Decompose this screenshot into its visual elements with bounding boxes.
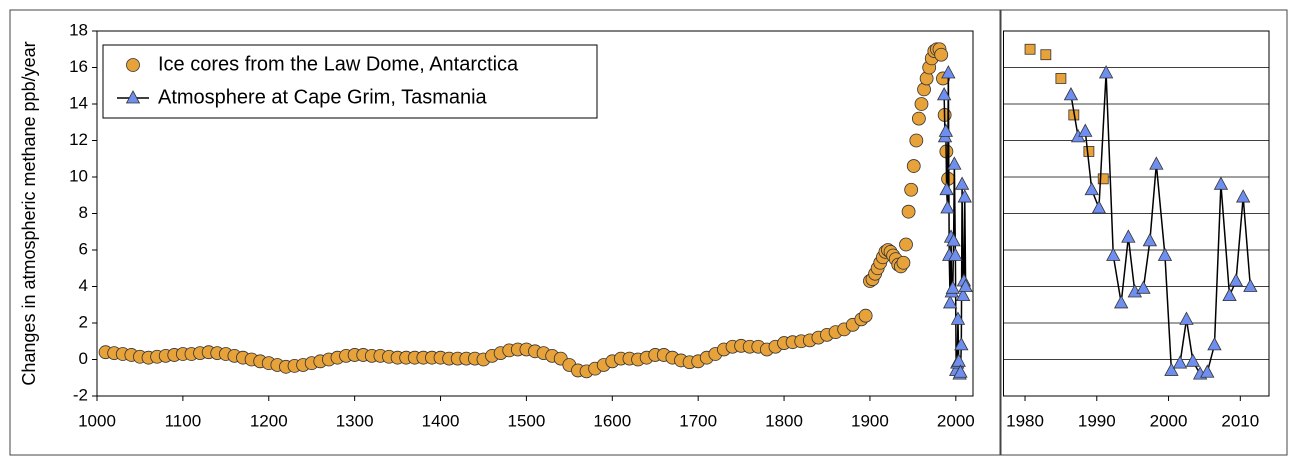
data-point: [1228, 273, 1244, 287]
data-point: [901, 204, 916, 219]
data-point: [948, 247, 963, 261]
data-point: [947, 156, 962, 170]
panel-border: [9, 9, 1001, 456]
legend-marker: [125, 90, 141, 104]
data-point: [1084, 181, 1099, 196]
data-point: [1091, 200, 1107, 214]
series-line: [943, 72, 967, 378]
data-point: [1207, 337, 1222, 351]
x-tick-label: 1600: [593, 411, 631, 430]
data-point: [1106, 247, 1121, 261]
series-line: [1070, 72, 1252, 375]
x-tick-label: 1700: [679, 411, 717, 430]
x-tick-label: 1200: [250, 411, 288, 430]
data-point: [1078, 123, 1093, 137]
data-point: [939, 181, 954, 196]
x-tick-label: 2000: [1150, 411, 1188, 430]
plot-area: [98, 42, 973, 380]
data-point: [1142, 233, 1158, 247]
y-tick-label: 18: [69, 20, 88, 39]
data-point: [1200, 364, 1215, 378]
data-point: [1185, 353, 1201, 367]
data-point: [955, 287, 971, 302]
data-point: [958, 278, 973, 292]
legend-box: [102, 44, 598, 119]
legend-marker: [126, 58, 140, 72]
y-tick-label: 2: [79, 312, 88, 331]
data-point: [906, 159, 921, 173]
data-point: [1097, 173, 1109, 185]
data-point: [936, 87, 952, 101]
y-tick-label: 14: [69, 93, 88, 112]
data-point: [1121, 229, 1136, 243]
y-tick-label: 0: [79, 349, 88, 368]
data-point: [914, 97, 929, 111]
data-point: [911, 111, 926, 126]
x-tick-label: 1100: [165, 411, 202, 430]
data-point: [858, 308, 873, 323]
data-point: [946, 233, 961, 247]
data-point: [941, 65, 956, 79]
x-tick-label: 2000: [937, 411, 975, 430]
data-point: [950, 311, 966, 325]
data-point: [1024, 43, 1036, 55]
panel-border: [1000, 9, 1288, 456]
x-tick-label: 1500: [507, 411, 545, 430]
data-point: [942, 295, 958, 309]
x-tick-label: 1900: [851, 411, 889, 430]
y-tick-label: -2: [73, 385, 88, 404]
legend-label: Ice cores from the Law Dome, Antarctica: [158, 53, 519, 75]
data-point: [940, 200, 955, 214]
x-tick-label: 1400: [422, 411, 460, 430]
data-point: [1083, 146, 1095, 157]
y-tick-label: 6: [79, 239, 88, 258]
data-point: [1235, 189, 1251, 203]
data-point: [945, 280, 960, 294]
data-point: [1055, 73, 1067, 84]
data-point: [1213, 176, 1229, 190]
data-point: [1063, 87, 1079, 101]
x-tick-label: 2010: [1221, 411, 1259, 430]
y-tick-label: 4: [79, 276, 88, 295]
legend-label: Atmosphere at Cape Grim, Tasmania: [158, 86, 488, 108]
data-point: [1243, 278, 1258, 292]
data-point: [1040, 49, 1052, 61]
y-tick-label: 12: [69, 130, 88, 149]
data-point: [1114, 295, 1129, 309]
data-point: [904, 182, 919, 197]
x-tick-label: 1000: [78, 411, 116, 430]
y-tick-label: 8: [79, 203, 88, 222]
data-point: [938, 123, 954, 137]
x-tick-label: 1990: [1078, 411, 1116, 430]
data-point: [1172, 355, 1188, 369]
data-point: [957, 189, 972, 203]
data-point: [1149, 156, 1164, 170]
data-point: [909, 133, 924, 148]
data-point: [954, 337, 969, 351]
y-tick-label: 10: [69, 166, 88, 185]
y-tick-label: 16: [69, 57, 88, 76]
data-point: [896, 255, 911, 270]
x-tick-label: 1800: [765, 411, 803, 430]
plot-area: [1024, 43, 1258, 380]
data-point: [1098, 65, 1114, 79]
x-tick-label: 1980: [1006, 411, 1044, 430]
data-point: [1179, 311, 1194, 325]
data-point: [1157, 247, 1173, 261]
data-point: [953, 364, 968, 378]
data-point: [899, 237, 913, 252]
y-axis-label: Changes in atmospheric methane ppb/year: [19, 41, 39, 385]
data-point: [1136, 280, 1151, 294]
data-point: [1222, 287, 1237, 302]
data-point: [934, 47, 949, 62]
data-point: [954, 176, 970, 190]
data-point: [951, 353, 966, 367]
data-point: [1164, 362, 1179, 376]
x-tick-label: 1300: [336, 411, 374, 430]
